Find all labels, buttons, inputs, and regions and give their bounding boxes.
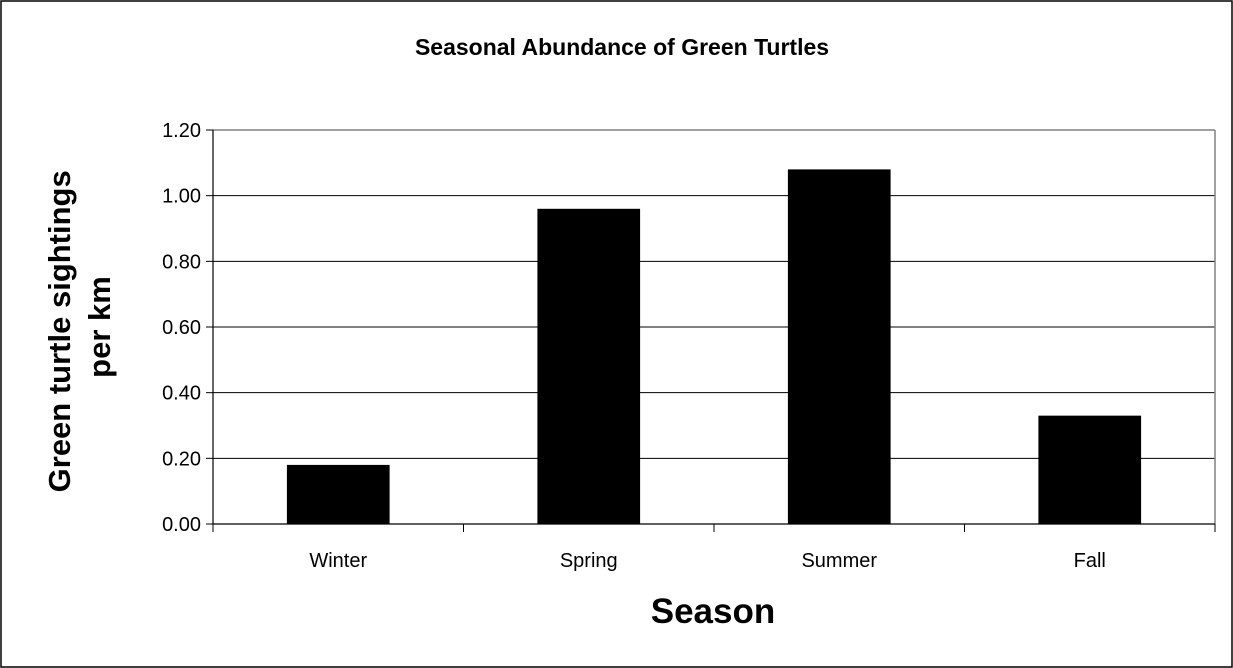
y-tick-label: 0.00	[162, 514, 201, 536]
chart-title: Seasonal Abundance of Green Turtles	[415, 34, 829, 60]
y-tick-label: 0.20	[162, 448, 201, 470]
bar-winter	[286, 464, 390, 524]
x-tick-label: Winter	[309, 550, 367, 572]
y-tick-label: 0.40	[162, 383, 201, 405]
y-axis-title-line-2: per km	[82, 276, 117, 378]
x-axis-title: Season	[651, 592, 776, 631]
y-tick-label: 1.00	[162, 186, 201, 208]
bar-summer	[787, 169, 891, 524]
y-tick-label: 0.80	[162, 251, 201, 273]
x-axis-ticks: Winter Spring Summer Fall	[212, 524, 1216, 572]
y-tick-label: 0.60	[162, 317, 201, 339]
x-tick-label: Summer	[801, 550, 877, 572]
y-axis-title-line-1: Green turtle sightings	[42, 170, 77, 492]
y-axis-ticks: 0.00 0.20 0.40 0.60 0.80 1.00 1.20	[162, 120, 213, 536]
bar-spring	[537, 208, 641, 525]
x-tick-label: Fall	[1074, 550, 1106, 572]
bars	[286, 169, 1142, 525]
bar-fall	[1038, 415, 1142, 524]
x-tick-label: Spring	[560, 550, 618, 572]
y-tick-label: 1.20	[162, 120, 201, 142]
y-axis-title: Green turtle sightings per km	[42, 162, 117, 493]
